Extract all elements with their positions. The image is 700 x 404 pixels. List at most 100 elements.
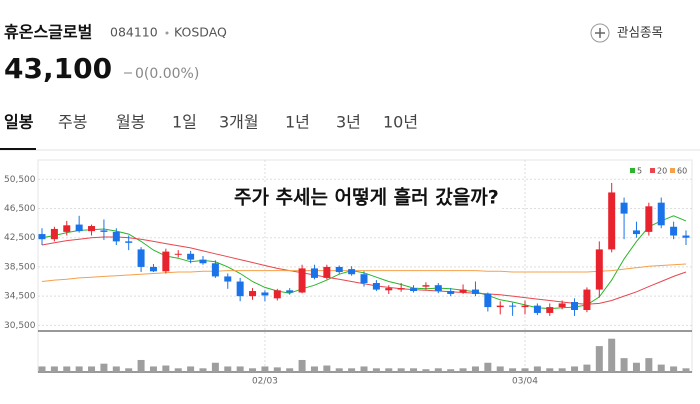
candle-body	[608, 192, 616, 250]
candle-body	[174, 253, 182, 255]
watch-label: 관심종목	[617, 25, 663, 40]
tab[interactable]: 일봉	[4, 113, 34, 132]
volume-bar	[174, 368, 182, 372]
candle-body	[335, 266, 343, 273]
candle-body	[360, 274, 368, 283]
volume-bar	[434, 368, 442, 372]
annotation: 주가 추세는 어떻게 흘러 갔을까?	[234, 186, 499, 209]
volume-bar	[125, 368, 133, 372]
y-tick-label: 38,500	[4, 262, 36, 272]
volume-bar	[286, 368, 294, 372]
plus-icon	[595, 28, 605, 38]
volume-bar	[348, 368, 356, 372]
candle-body	[236, 281, 244, 297]
candle-body	[670, 226, 678, 236]
candle-body	[558, 303, 566, 308]
volume-bar	[360, 366, 368, 372]
volume-bar	[385, 368, 393, 372]
volume-bar	[149, 366, 157, 372]
x-tick-label: 03/04	[512, 377, 538, 387]
volume-bar	[422, 369, 430, 372]
candle-body	[521, 305, 529, 308]
tab-bar: 일봉 주봉 월봉 1일 3개월 1년 3년 10년	[4, 113, 418, 132]
candle-body	[137, 249, 145, 267]
tab[interactable]: 1년	[285, 113, 310, 132]
candle-body	[199, 259, 207, 264]
volume-bar	[410, 368, 418, 372]
candle-body	[447, 291, 455, 294]
volume-bar	[459, 368, 467, 372]
candle-body	[38, 234, 46, 240]
chart: 30,500 34,500 38,500 42,500 46,500 50,500 02/0…	[4, 159, 693, 387]
candle-body	[75, 224, 83, 232]
y-tick-label: 30,500	[4, 321, 36, 331]
tab[interactable]: 주봉	[58, 113, 87, 132]
volume-bar	[571, 366, 579, 372]
candle-body	[162, 251, 170, 272]
candle-body	[422, 285, 430, 287]
volume-bar	[632, 362, 640, 372]
volume-bar	[484, 362, 492, 372]
volume-bar	[50, 366, 58, 372]
price: 43,100	[4, 52, 112, 85]
volume-bar	[521, 368, 529, 372]
candle-body	[471, 289, 479, 294]
candle-body	[63, 225, 71, 232]
candle-body	[620, 202, 628, 214]
tab[interactable]: 3개월	[219, 113, 259, 132]
volume-bar	[75, 366, 83, 372]
candle-body	[509, 305, 517, 307]
candle-body	[261, 292, 269, 296]
volume-bar	[100, 363, 108, 372]
volume-bar	[187, 366, 195, 372]
volume-bar	[620, 358, 628, 372]
volume-bar	[63, 366, 71, 372]
market: KOSDAQ	[174, 25, 227, 40]
legend-swatch	[670, 168, 675, 173]
volume-bar	[372, 368, 380, 372]
volume-bar	[682, 368, 690, 372]
watch-button[interactable]: 관심종목	[590, 23, 663, 43]
volume-bar	[471, 366, 479, 372]
volume-bar	[595, 346, 603, 372]
candle-body	[125, 241, 133, 243]
candle-body	[224, 276, 232, 282]
volume-bar	[199, 368, 207, 372]
y-tick-label: 50,500	[4, 175, 36, 185]
volume-bar	[261, 366, 269, 372]
volume-bar	[496, 366, 504, 372]
volume-bar	[236, 366, 244, 372]
volume-bar	[397, 368, 405, 372]
volume-bar	[608, 338, 616, 372]
candle-body	[112, 231, 120, 242]
volume-bar	[162, 365, 170, 372]
y-tick-label: 34,500	[4, 292, 36, 302]
volume-bar	[137, 359, 145, 372]
separator-dot	[165, 31, 169, 35]
price-change: 0(0.00%)	[135, 66, 199, 82]
candle-body	[385, 288, 393, 291]
candle-body	[657, 202, 665, 226]
candle-body	[187, 253, 195, 260]
candle-body	[249, 291, 257, 297]
volume-bar	[310, 366, 318, 372]
candle-body	[533, 305, 541, 313]
legend-swatch	[630, 168, 635, 173]
candle-body	[348, 269, 356, 275]
candle-body	[434, 285, 442, 292]
plus-circle	[590, 23, 610, 43]
tab[interactable]: 3년	[336, 113, 361, 132]
volume-bar	[670, 366, 678, 372]
tab[interactable]: 월봉	[116, 113, 145, 132]
legend-swatch	[650, 168, 655, 173]
candle-body	[645, 206, 653, 232]
moving-average-line	[41, 263, 687, 282]
stock-name: 휴온스글로벌	[4, 23, 92, 42]
candle-body	[410, 288, 418, 292]
candle-body	[298, 268, 306, 293]
tab[interactable]: 10년	[383, 113, 418, 132]
candle-body	[595, 249, 603, 290]
tab[interactable]: 1일	[172, 113, 197, 132]
